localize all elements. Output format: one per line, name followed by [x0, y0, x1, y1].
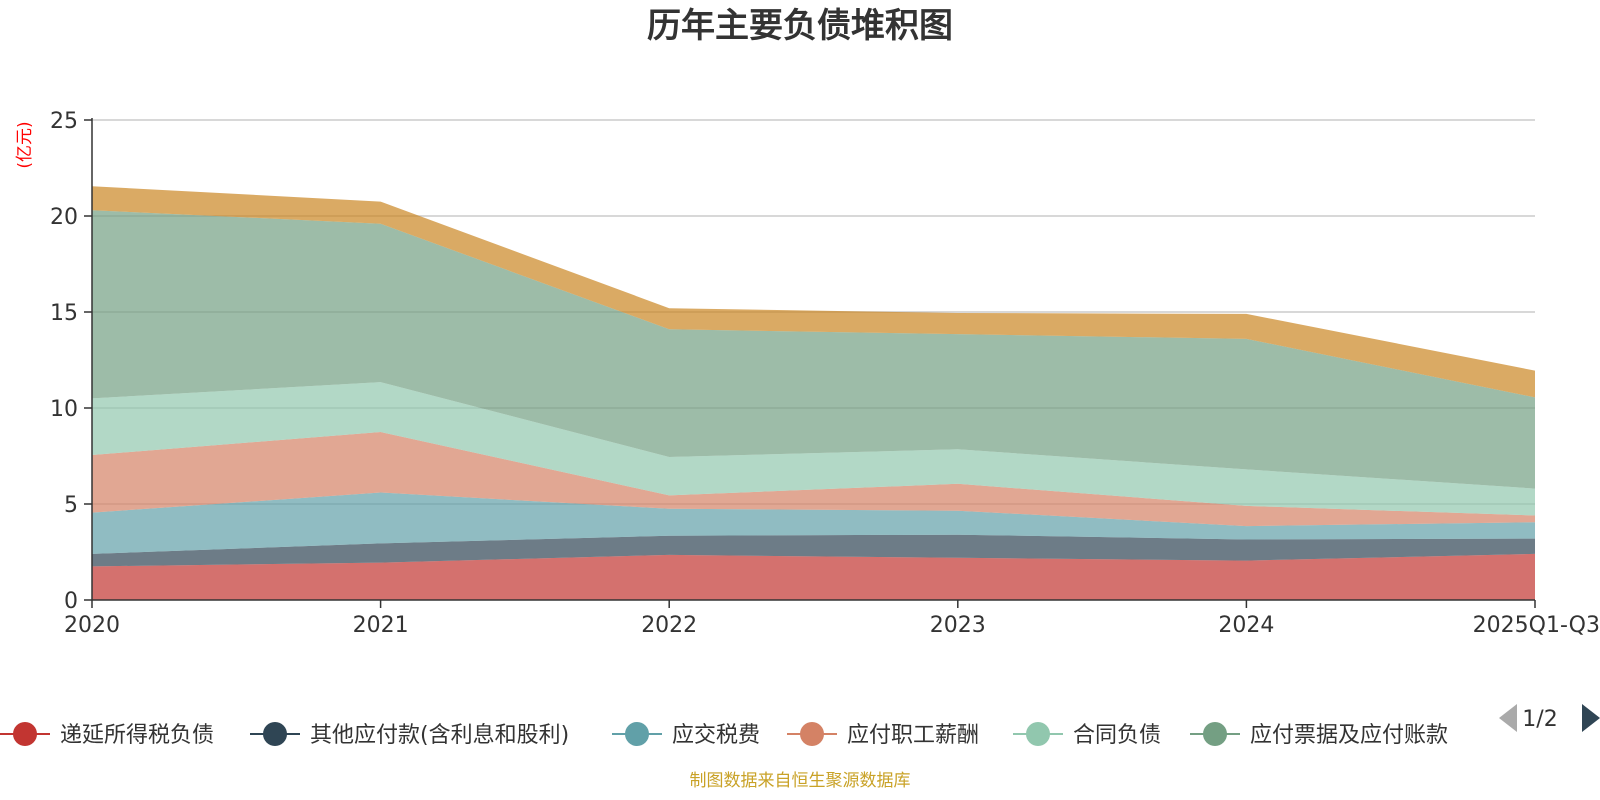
legend-label: 应付职工薪酬 — [847, 723, 979, 748]
y-tick-label: 20 — [50, 205, 78, 230]
legend: 递延所得税负债 其他应付款(含利息和股利) 应交税费 应付职工薪酬 合同负债 应付票据及应… — [0, 722, 1448, 748]
legend-label: 应付票据及应付账款 — [1250, 723, 1448, 748]
legend-marker-icon — [1203, 722, 1227, 746]
y-tick-label: 0 — [64, 589, 78, 614]
x-tick-label: 2021 — [353, 613, 409, 638]
area-series-其他应付款(含利息和股利) — [92, 534, 1535, 567]
legend-next-page-icon[interactable] — [1582, 704, 1600, 732]
area-series-应付票据及应付账款 — [92, 210, 1535, 489]
legend-label: 其他应付款(含利息和股利) — [310, 723, 569, 748]
legend-marker-icon — [1026, 722, 1050, 746]
legend-marker-icon — [625, 722, 649, 746]
y-axis-label: (亿元) — [15, 121, 35, 168]
x-tick-label: 2025Q1-Q3 — [1473, 613, 1600, 638]
legend-label: 应交税费 — [672, 723, 760, 748]
x-tick-label: 2020 — [64, 613, 120, 638]
legend-label: 递延所得税负债 — [60, 723, 214, 748]
chart-title: 历年主要负债堆积图 — [647, 6, 953, 46]
y-tick-label: 25 — [50, 109, 78, 134]
legend-item[interactable]: 应付职工薪酬 — [787, 722, 979, 748]
legend-prev-page-icon[interactable] — [1499, 704, 1517, 732]
x-tick-label: 2024 — [1218, 613, 1274, 638]
legend-marker-icon — [13, 722, 37, 746]
area-series-合同负债 — [92, 382, 1535, 516]
x-tick-label: 2023 — [930, 613, 986, 638]
x-tick-label: 2022 — [641, 613, 697, 638]
legend-label: 合同负债 — [1073, 723, 1161, 748]
legend-page-indicator: 1/2 — [1522, 707, 1557, 732]
data-source-note: 制图数据来自恒生聚源数据库 — [690, 771, 911, 791]
legend-item[interactable]: 递延所得税负债 — [0, 722, 214, 748]
area-series-应付职工薪酬 — [92, 432, 1535, 527]
legend-item[interactable]: 应交税费 — [612, 722, 760, 748]
area-series-other — [92, 186, 1535, 398]
area-series-应交税费 — [92, 492, 1535, 554]
area-series — [92, 186, 1535, 600]
legend-item[interactable]: 合同负债 — [1013, 722, 1161, 748]
y-tick-label: 15 — [50, 301, 78, 326]
legend-item[interactable]: 应付票据及应付账款 — [1190, 722, 1448, 748]
legend-item[interactable]: 其他应付款(含利息和股利) — [250, 722, 569, 748]
legend-marker-icon — [800, 722, 824, 746]
y-tick-label: 10 — [50, 397, 78, 422]
area-series-递延所得税负债 — [92, 553, 1535, 600]
legend-marker-icon — [263, 722, 287, 746]
y-tick-label: 5 — [64, 493, 78, 518]
axes: 0 5 10 15 20 25 2020 2021 2022 2023 2024 2025Q1-Q3 — [50, 109, 1600, 638]
